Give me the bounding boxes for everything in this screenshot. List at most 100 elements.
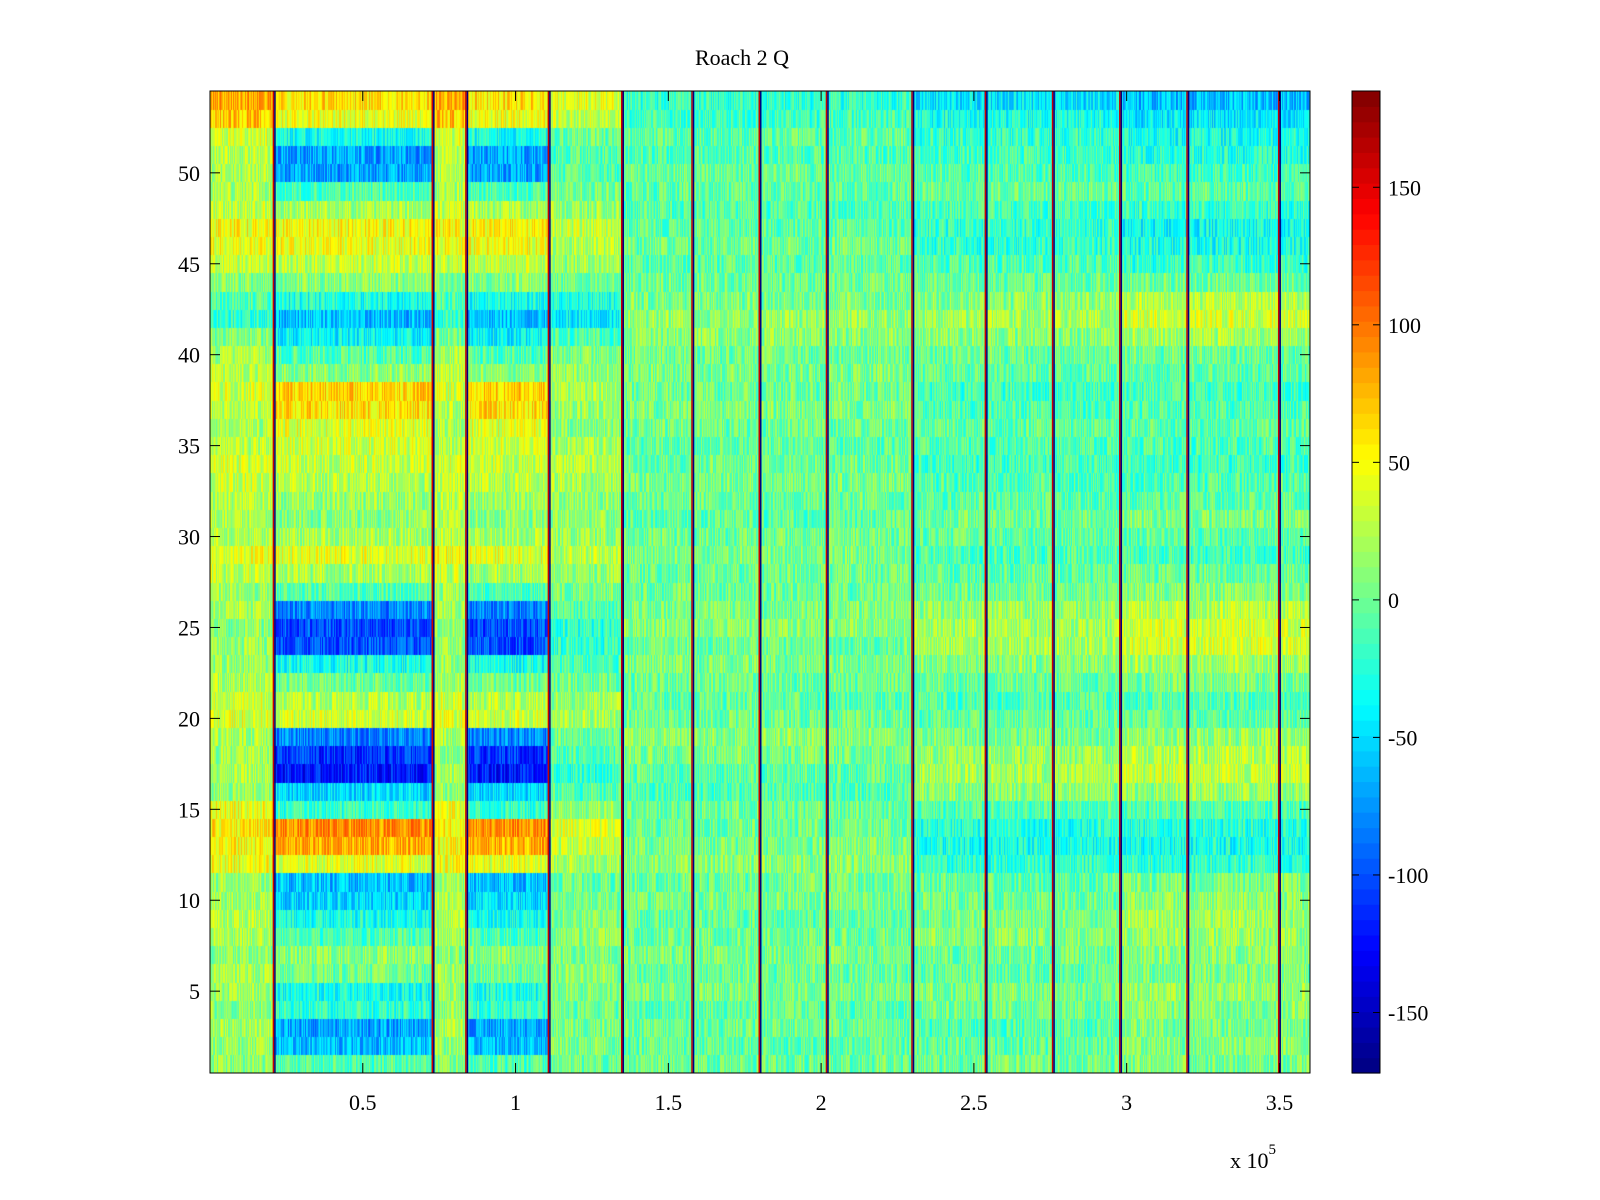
y-tick-label: 50 — [178, 161, 200, 186]
colorbar-band — [1352, 628, 1380, 644]
colorbar-tick-label: -150 — [1388, 1000, 1428, 1025]
segment-boundary-shadow-8 — [827, 91, 829, 1073]
colorbar-band — [1352, 305, 1380, 322]
colorbar-band — [1352, 950, 1380, 967]
colorbar-band — [1352, 934, 1380, 951]
colorbar-tick-label: 100 — [1388, 313, 1421, 338]
segment-boundary-shadow-9 — [912, 91, 915, 1073]
segment-boundary-9 — [911, 91, 913, 1073]
axes-frame — [209, 90, 1311, 1074]
segment-boundary-8 — [825, 91, 828, 1073]
segment-boundary-shadow-12 — [1120, 91, 1123, 1073]
y-tick-label: 20 — [178, 706, 200, 731]
colorbar-band — [1352, 674, 1380, 691]
segment-boundary-shadow-11 — [1053, 91, 1055, 1073]
x-axis: 0.5 1 1.5 2 2.5 3 3.5 — [349, 91, 1293, 1115]
y-tick-label: 45 — [178, 252, 200, 277]
x-tick-label: 3 — [1121, 1090, 1132, 1115]
x-tick-label: 1 — [510, 1090, 521, 1115]
colorbar-band — [1352, 413, 1380, 430]
colorbar-band — [1352, 152, 1380, 169]
segment-boundary-shadow-4 — [549, 91, 551, 1073]
x-tick-label: 3.5 — [1266, 1090, 1294, 1115]
colorbar-band — [1352, 766, 1380, 783]
colorbar-band — [1352, 198, 1380, 215]
colorbar-band — [1352, 689, 1380, 706]
colorbar-band — [1352, 597, 1380, 614]
y-tick-label: 40 — [178, 343, 200, 368]
colorbar-frame — [1351, 90, 1381, 1074]
segment-boundary-shadow-10 — [986, 91, 988, 1073]
plot-area: 0.5 1 1.5 2 2.5 3 3.5 5 10 15 20 25 30 35 40 45 50 — [178, 90, 1311, 1115]
colorbar-band — [1352, 505, 1380, 522]
colorbar-band — [1352, 965, 1380, 982]
segment-boundary-shadow-13 — [1187, 91, 1190, 1073]
colorbar-axis: 150 100 50 0 -50 -100 -150 — [1352, 175, 1428, 1025]
colorbar-band — [1352, 137, 1380, 153]
segment-boundary-shadow-7 — [760, 91, 762, 1073]
colorbar-band — [1352, 566, 1380, 583]
colorbar-tick-label: 150 — [1388, 175, 1421, 200]
colorbar-band — [1352, 106, 1380, 123]
colorbar-band — [1352, 428, 1380, 445]
colorbar-band — [1352, 842, 1380, 859]
colorbar-band — [1352, 351, 1380, 368]
colorbar-band — [1352, 996, 1380, 1013]
segment-boundary-2 — [431, 91, 434, 1073]
y-tick-label: 15 — [178, 797, 200, 822]
colorbar-band — [1352, 244, 1380, 261]
colorbar-band — [1352, 382, 1380, 399]
colorbar-band — [1352, 1011, 1380, 1028]
colorbar-band — [1352, 827, 1380, 844]
colorbar-tick-label: -100 — [1388, 863, 1428, 888]
colorbar-band — [1352, 582, 1380, 598]
segment-boundary-4 — [547, 91, 550, 1073]
colorbar-band — [1352, 858, 1380, 875]
colorbar-band — [1352, 980, 1380, 997]
segment-boundary-shadow-6 — [692, 91, 695, 1073]
y-tick-label: 30 — [178, 525, 200, 550]
colorbar-band — [1352, 336, 1380, 353]
segment-boundary-5 — [621, 91, 623, 1073]
segment-boundary-shadow-1 — [274, 91, 276, 1073]
colorbar-band — [1352, 275, 1380, 292]
colorbar-band — [1352, 812, 1380, 829]
colorbar-tick-label: -50 — [1388, 725, 1417, 750]
colorbar-band — [1352, 1042, 1380, 1059]
segment-boundary-shadow-3 — [466, 91, 469, 1073]
colorbar-tick-label: 50 — [1388, 450, 1410, 475]
colorbar-band — [1352, 213, 1380, 230]
colorbar-band — [1352, 904, 1380, 921]
x-tick-label: 2 — [816, 1090, 827, 1115]
colorbar-band — [1352, 720, 1380, 737]
colorbar-band — [1352, 704, 1380, 721]
colorbar-band — [1352, 1057, 1380, 1074]
x-tick-label: 1.5 — [655, 1090, 683, 1115]
chart-title: Roach 2 Q — [695, 45, 789, 70]
colorbar-band — [1352, 259, 1380, 276]
colorbar-band — [1352, 443, 1380, 460]
segment-boundary-6 — [691, 91, 693, 1073]
x-axis-exponent-base: x 10 — [1230, 1148, 1269, 1173]
segment-boundary-12 — [1119, 91, 1121, 1073]
segment-boundary-3 — [465, 91, 467, 1073]
colorbar-band — [1352, 91, 1380, 107]
colorbar-band — [1352, 735, 1380, 752]
colorbar-band — [1352, 612, 1380, 629]
colorbar-band — [1352, 643, 1380, 660]
colorbar-band — [1352, 459, 1380, 476]
colorbar-band — [1352, 290, 1380, 307]
x-axis-exponent-power: 5 — [1269, 1142, 1277, 1158]
x-tick-label: 2.5 — [960, 1090, 988, 1115]
colorbar-gradient — [1352, 91, 1380, 1074]
colorbar-tick-label: 0 — [1388, 588, 1399, 613]
segment-boundary-layer — [272, 91, 1281, 1073]
colorbar-band — [1352, 183, 1380, 200]
colorbar-band — [1352, 229, 1380, 246]
colorbar-band — [1352, 489, 1380, 506]
colorbar-band — [1352, 750, 1380, 767]
colorbar-band — [1352, 551, 1380, 568]
colorbar-band — [1352, 796, 1380, 813]
segment-boundary-11 — [1051, 91, 1054, 1073]
